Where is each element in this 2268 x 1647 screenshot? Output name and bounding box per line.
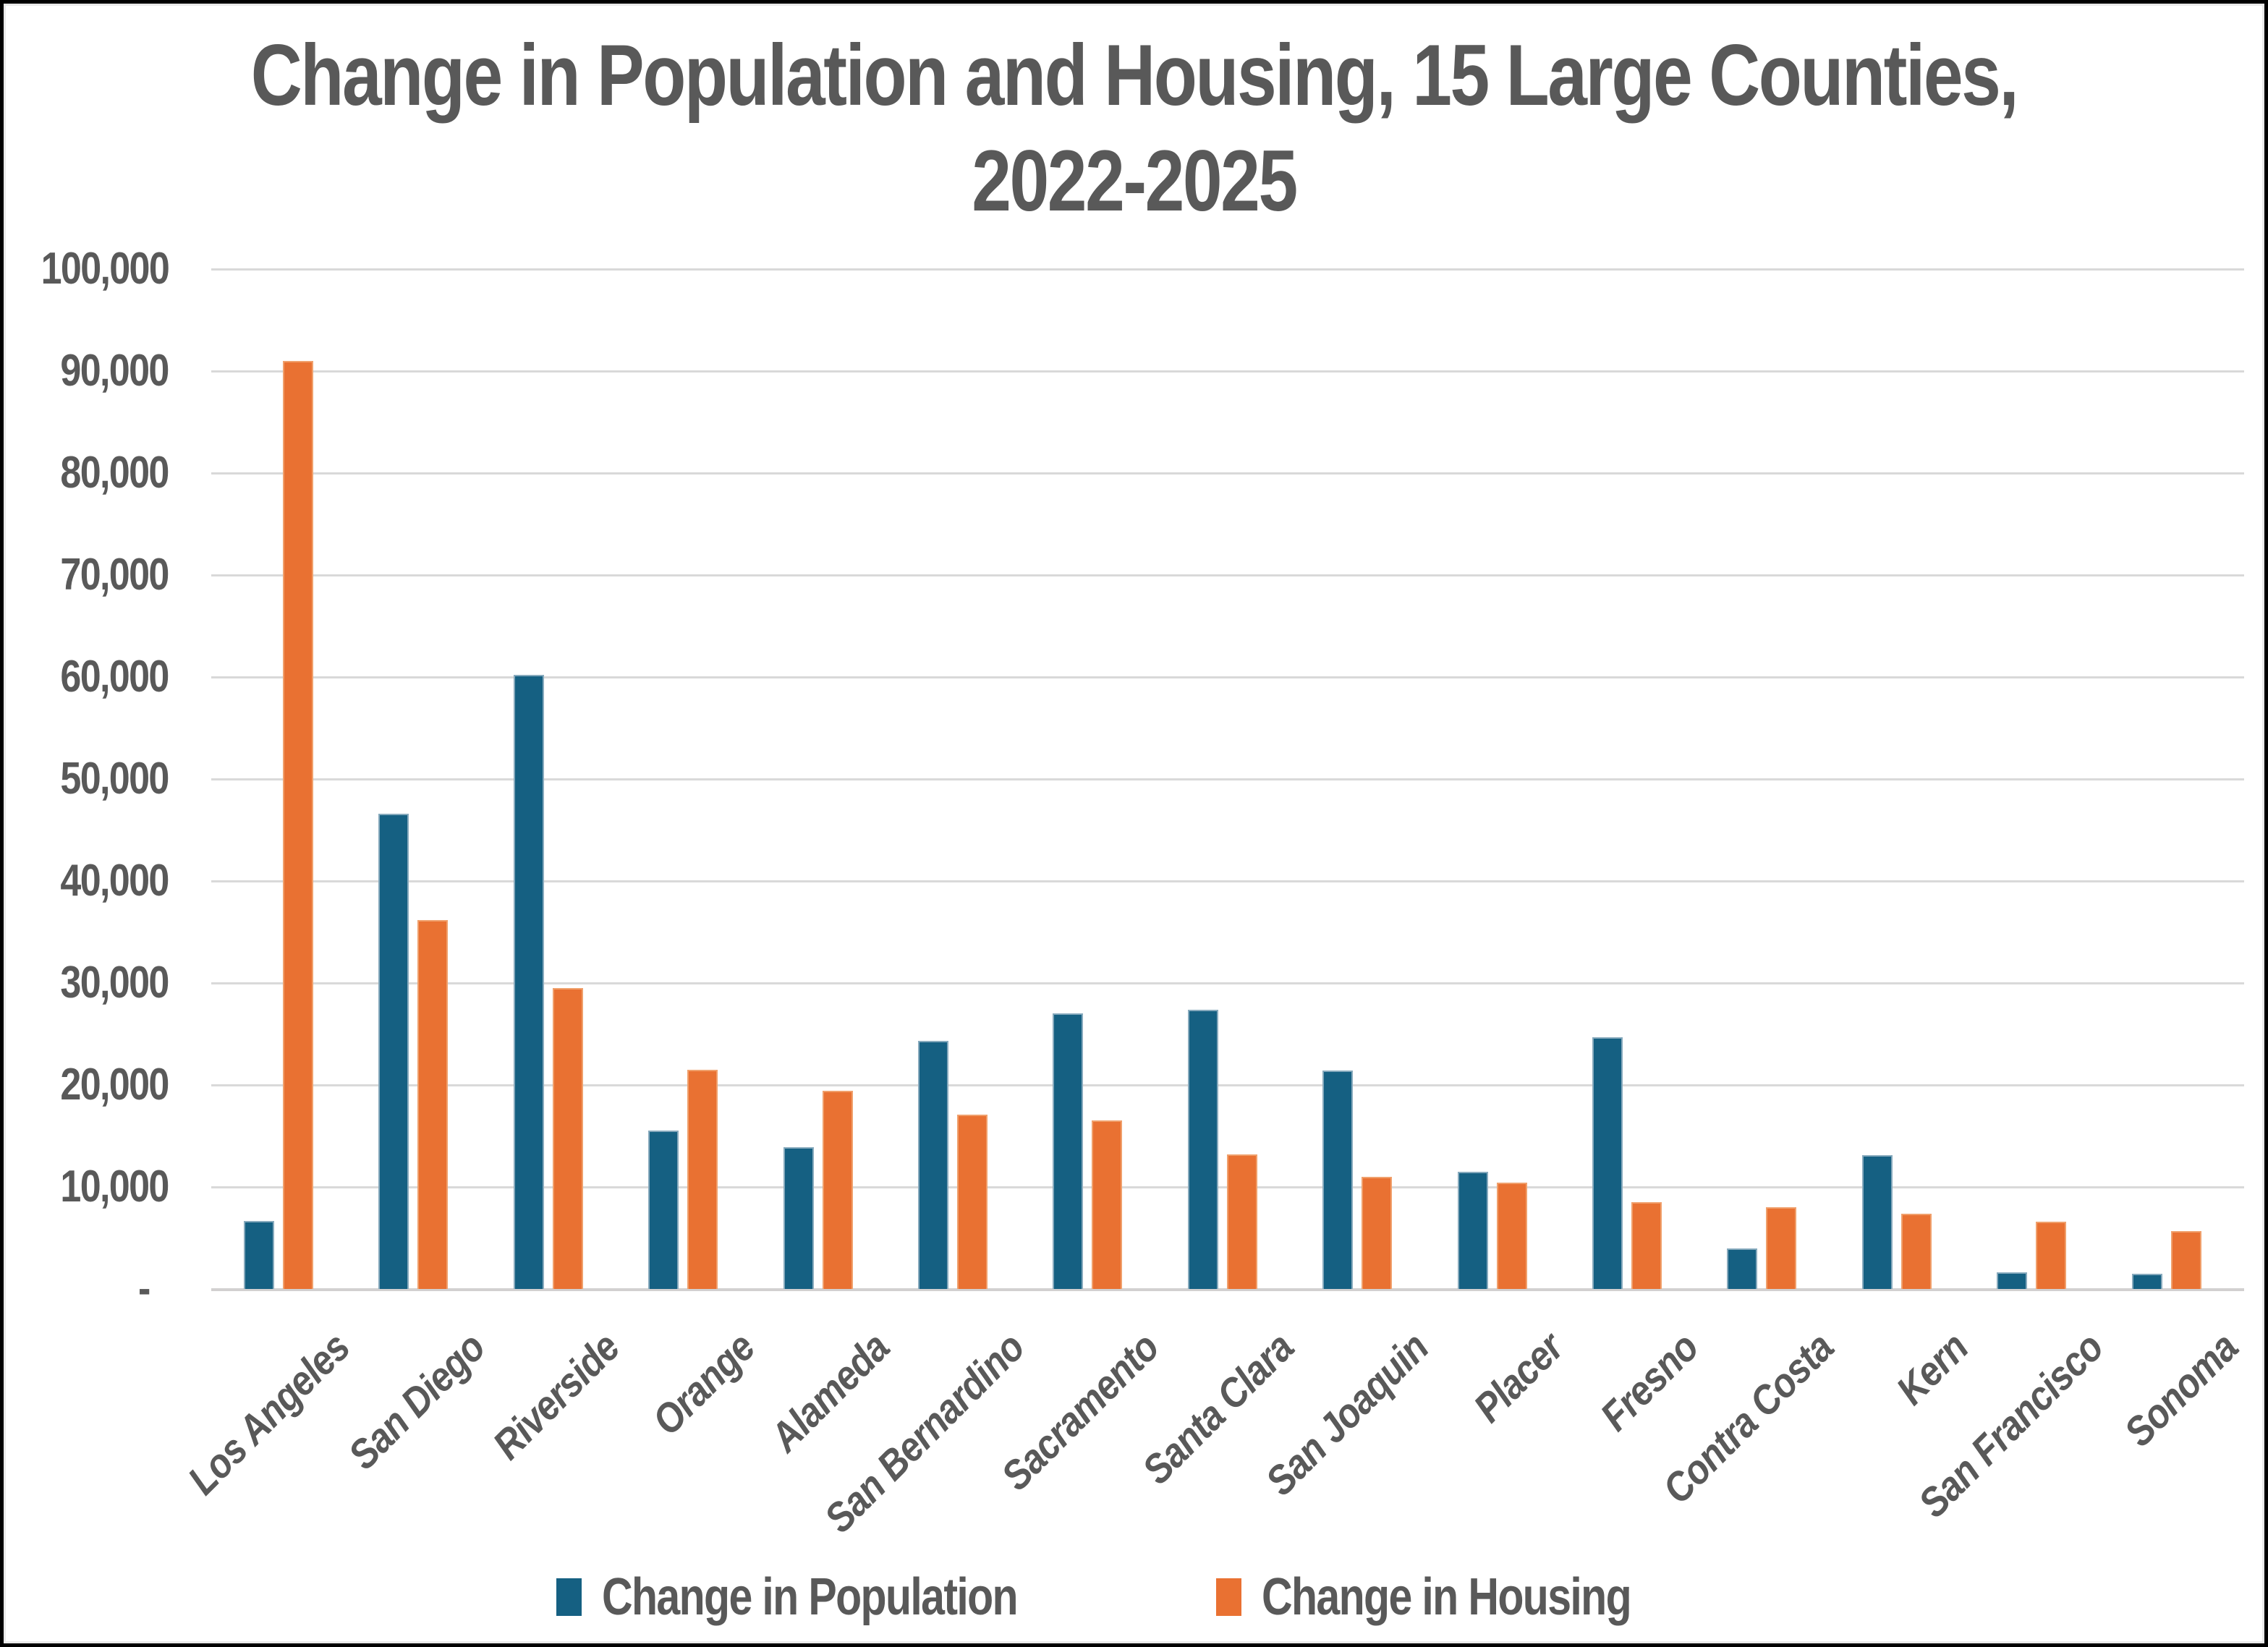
x-axis-label: Kern	[1887, 1324, 1977, 1414]
population-series-label: Change in Population	[601, 1568, 1019, 1626]
legend-entry-population: Change in Population	[556, 1567, 1108, 1627]
population-series-swatch	[556, 1578, 582, 1616]
gridline	[211, 268, 2244, 271]
bar-housing	[1092, 1120, 1123, 1289]
bar-population	[648, 1131, 679, 1289]
bar-group-san-francisco	[1964, 269, 2099, 1289]
bar-population	[513, 675, 544, 1289]
bar-population	[1187, 1009, 1218, 1289]
bar-housing	[1766, 1207, 1797, 1289]
bar-population	[244, 1220, 274, 1289]
bar-housing	[957, 1114, 988, 1289]
bar-group-sacramento	[1020, 269, 1155, 1289]
bar-group-san-joaquin	[1290, 269, 1424, 1289]
x-axis-label: Alameda	[761, 1324, 899, 1461]
chart-title: Change in Population and Housing, 15 Lar…	[207, 22, 2061, 234]
bar-group-sonoma	[2099, 269, 2234, 1289]
bar-housing	[687, 1069, 718, 1289]
bar-population	[2131, 1273, 2162, 1289]
bar-group-santa-clara	[1155, 269, 1290, 1289]
bar-housing	[2036, 1221, 2067, 1289]
gridline	[211, 574, 2244, 576]
bar-population	[918, 1041, 948, 1289]
y-axis-tick: 50,000	[60, 754, 170, 804]
legend: Change in Population Change in Housing	[4, 1567, 2264, 1627]
bar-population	[1457, 1171, 1488, 1289]
bar-population	[1727, 1248, 1758, 1289]
bar-housing	[1631, 1202, 1662, 1289]
bar-housing	[2170, 1230, 2201, 1289]
bar-housing	[417, 919, 449, 1289]
x-axis-label: Placer	[1465, 1324, 1573, 1431]
y-axis-tick: -	[138, 1264, 150, 1314]
bar-housing	[1496, 1183, 1527, 1289]
housing-series-swatch	[1216, 1578, 1242, 1616]
bar-housing	[1362, 1176, 1393, 1289]
gridline	[211, 880, 2244, 882]
y-axis-tick: 80,000	[60, 448, 170, 498]
y-axis-tick: 10,000	[60, 1162, 170, 1212]
bar-group-san-diego	[346, 269, 480, 1289]
legend-entry-housing: Change in Housing	[1216, 1567, 1712, 1627]
gridline	[211, 676, 2244, 678]
y-axis-tick: 60,000	[60, 652, 170, 702]
bar-group-placer	[1425, 269, 1560, 1289]
bar-group-kern	[1830, 269, 1964, 1289]
y-axis-tick: 20,000	[60, 1060, 170, 1110]
bar-population	[1997, 1272, 2028, 1289]
bar-group-orange	[616, 269, 750, 1289]
bar-population	[783, 1147, 814, 1289]
housing-series-label: Change in Housing	[1262, 1568, 1632, 1626]
bar-housing	[552, 988, 583, 1289]
x-axis-label: Sonoma	[2115, 1324, 2247, 1456]
chart-title-line2: 2022-2025	[972, 132, 1298, 230]
gridline	[211, 982, 2244, 984]
bar-housing	[1226, 1154, 1257, 1289]
bar-group-riverside	[481, 269, 616, 1289]
y-axis-tick: 100,000	[41, 244, 169, 294]
bar-group-alameda	[751, 269, 885, 1289]
bar-housing	[1900, 1213, 1932, 1289]
bar-population	[1053, 1013, 1084, 1289]
x-axis-label: Orange	[643, 1324, 764, 1444]
y-axis-tick: 90,000	[60, 346, 170, 396]
gridline	[211, 1084, 2244, 1086]
bar-population	[378, 813, 409, 1289]
bar-housing	[283, 360, 313, 1289]
y-axis-tick: 40,000	[60, 856, 170, 906]
chart-title-line1: Change in Population and Housing, 15 Lar…	[250, 27, 2019, 124]
bar-housing	[822, 1091, 853, 1289]
bar-group-fresno	[1560, 269, 1694, 1289]
y-axis-tick: 70,000	[60, 550, 170, 600]
x-axis-line	[211, 1288, 2244, 1291]
bar-group-contra-costa	[1694, 269, 1829, 1289]
gridline	[211, 472, 2244, 474]
bar-group-san-bernardino	[885, 269, 1020, 1289]
y-axis-tick: 30,000	[60, 958, 170, 1008]
x-axis-label: San Diego	[339, 1324, 494, 1478]
bar-population	[1322, 1071, 1354, 1289]
gridline	[211, 778, 2244, 780]
bar-population	[1861, 1155, 1893, 1289]
x-axis-label: Los Angeles	[179, 1324, 359, 1504]
bar-population	[1592, 1037, 1623, 1289]
x-axis-label: Fresno	[1592, 1324, 1707, 1440]
bar-group-los-angeles	[211, 269, 346, 1289]
x-axis-label: Riverside	[484, 1324, 629, 1469]
gridline	[211, 370, 2244, 373]
